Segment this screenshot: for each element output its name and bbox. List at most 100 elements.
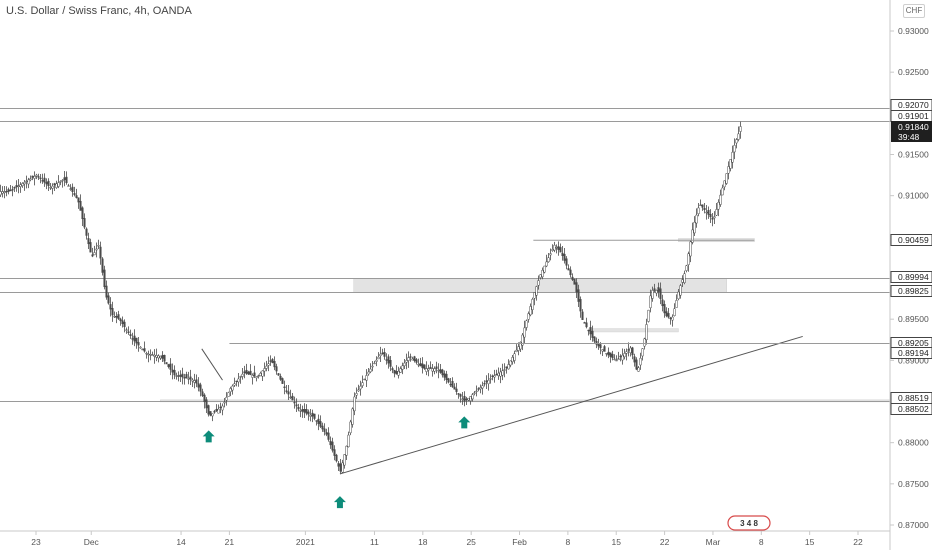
candle [579,296,582,318]
candle [723,180,726,191]
candle-body [27,179,30,185]
candle-body [181,373,184,378]
candle-body [693,221,696,234]
candle-body [601,349,604,352]
candle-body [551,249,554,251]
candle [605,352,608,357]
candle-body [707,210,710,215]
badge-outline [727,515,771,531]
candle-body [7,189,10,192]
candle [65,171,68,185]
candle-body [65,176,68,183]
candle-body [365,375,368,381]
candle [401,362,404,375]
candle [435,361,438,374]
level-label-box [890,271,932,283]
zone-0 [353,278,728,293]
candle [267,356,270,372]
trend-line-1[interactable] [339,335,803,475]
candle-body [53,183,56,186]
candle-body [585,322,588,328]
candle [303,403,306,418]
candle-body [357,389,360,392]
candle [329,436,332,449]
candle-body [11,189,14,191]
candle-body [205,399,208,409]
candle-body [1,191,4,194]
candle [613,354,616,361]
arrow-up-icon [202,430,215,443]
candle-body [697,207,700,214]
candle [221,403,224,416]
candle [13,186,16,192]
candle-body [233,383,236,386]
trend-line-0[interactable] [201,348,223,381]
candle [51,183,54,195]
candle [641,348,644,361]
candle-body [281,378,284,384]
candle-body [279,375,282,380]
candle [581,309,584,320]
candle [531,297,534,315]
candle [651,286,654,302]
candle [619,354,622,362]
candle-body [423,364,426,369]
candle-body [425,368,428,372]
candle [33,171,36,186]
candle [319,415,322,428]
candle [265,360,268,372]
candle [413,355,416,363]
candle [485,375,488,390]
y-tick-label: 0.92500 [898,67,929,77]
y-tick-label: 0.89000 [898,355,929,365]
candle-body [393,370,396,374]
author-badge[interactable]: 3 4 8 [727,515,771,531]
candle-body [55,183,58,188]
candle-body [273,360,276,368]
candle [351,407,354,428]
candle [447,377,450,384]
candle-body [267,363,270,366]
candle [143,341,146,353]
candle-body [507,364,510,370]
candle [231,384,234,395]
candle [675,294,678,308]
candle-body [229,388,232,393]
candle-body [635,359,638,370]
candle [423,364,426,370]
level-label-box [890,285,932,297]
candle-body [285,390,288,392]
candle [725,173,728,185]
candle-body [67,185,70,187]
candle-body [119,318,122,322]
candle [683,270,686,285]
candle [161,351,164,363]
candle [91,247,94,258]
level-label: 0.89205 [890,337,932,349]
candle [727,161,730,180]
candle-body [717,202,720,210]
candle [123,319,126,333]
candle [611,350,614,361]
candle-body [249,370,252,375]
zone-1 [588,328,679,333]
candle-body [25,180,28,183]
candle-body [665,311,668,317]
candle [179,370,182,382]
candle-body [659,288,662,299]
candle-body [461,398,464,400]
candle-body [259,373,262,377]
candle [729,158,732,172]
candle-body [289,396,292,399]
candle-body [71,186,74,192]
candle-body [51,185,54,189]
candle [53,182,56,192]
currency-button[interactable]: CHF [903,4,925,18]
candle-body [511,357,514,363]
candle [561,246,564,261]
candle-body [153,354,156,357]
candle-body [361,382,364,386]
candle [431,363,434,377]
candle [25,175,28,189]
